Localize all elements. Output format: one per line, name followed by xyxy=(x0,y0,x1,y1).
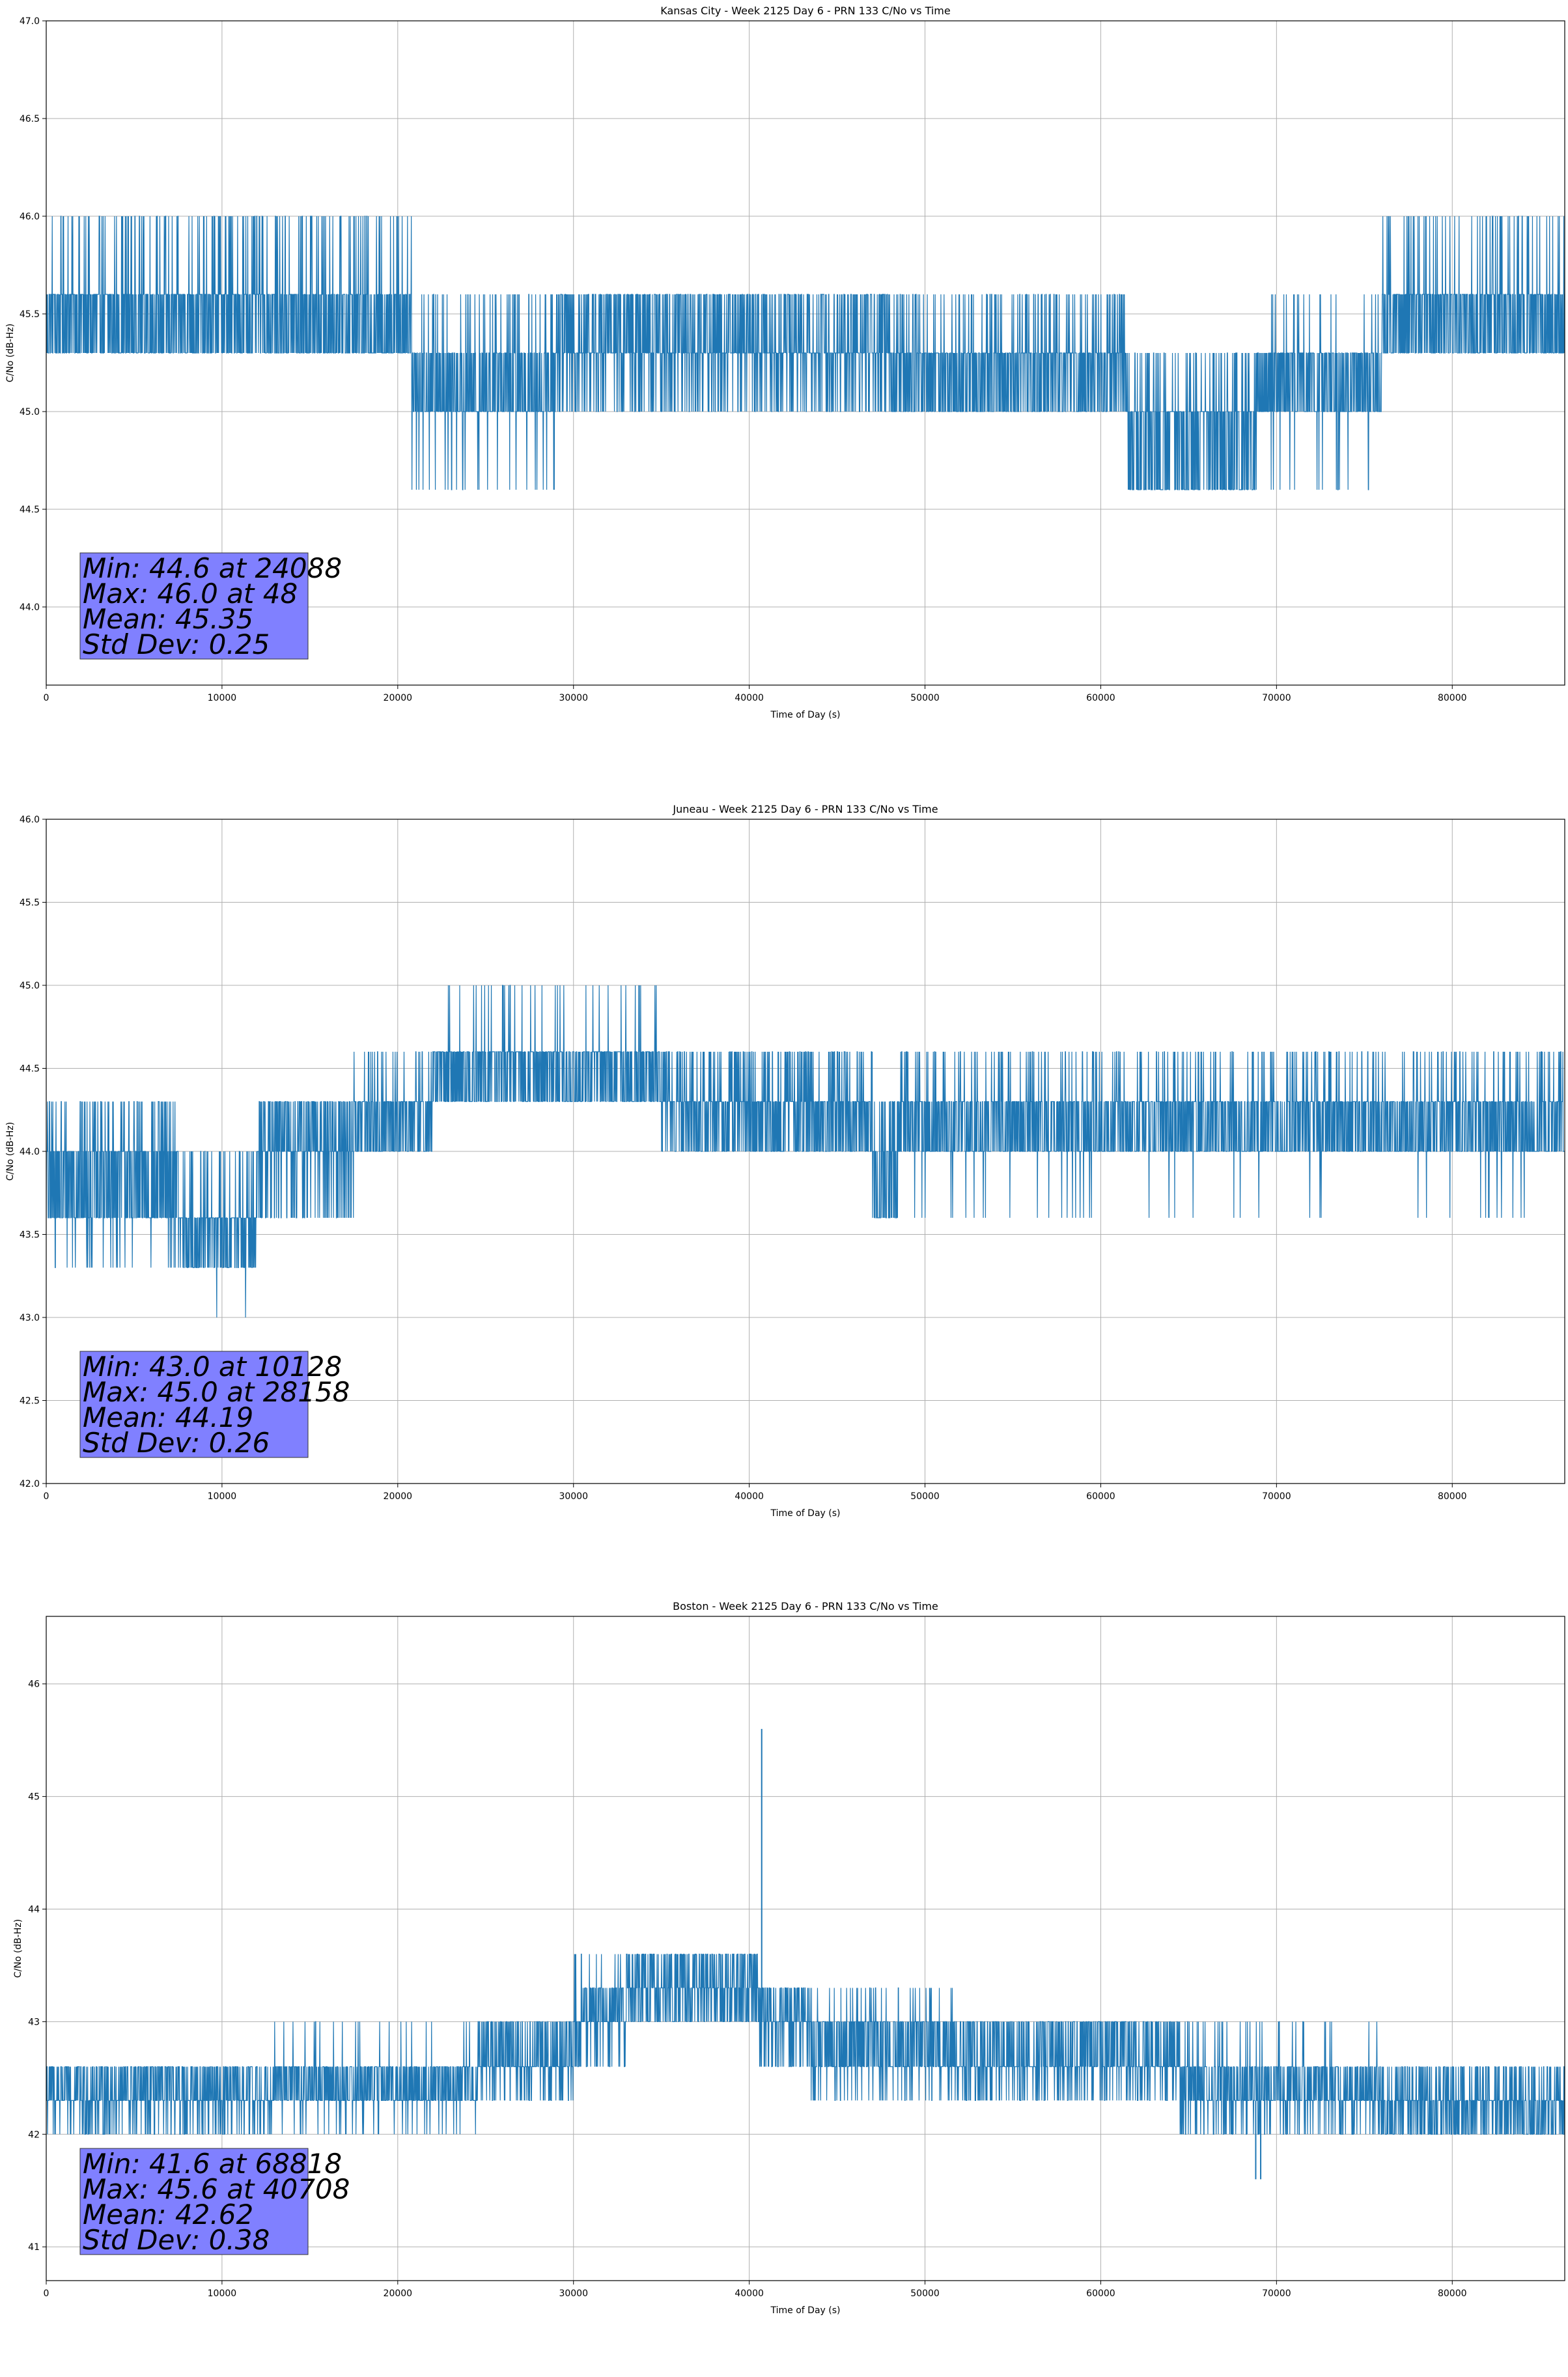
chart-title: Boston - Week 2125 Day 6 - PRN 133 C/No … xyxy=(673,1600,938,1612)
x-tick-label: 60000 xyxy=(1086,2288,1115,2299)
stats-box xyxy=(79,2148,309,2255)
x-axis-label: Time of Day (s) xyxy=(770,710,841,720)
x-tick-label: 50000 xyxy=(910,2288,940,2299)
axes-frame xyxy=(46,20,1565,686)
y-axis-label: C/No (dB-Hz) xyxy=(5,1122,16,1181)
y-tick-label: 45.5 xyxy=(20,898,40,908)
chart-panel-kansas-city: Kansas City - Week 2125 Day 6 - PRN 133 … xyxy=(0,0,1568,781)
x-tick-label: 60000 xyxy=(1086,693,1115,703)
stats-line: Std Dev: 0.25 xyxy=(83,628,270,660)
y-tick-label: 44.5 xyxy=(20,505,40,515)
y-tick-label: 45.5 xyxy=(20,309,40,320)
x-tick-label: 60000 xyxy=(1086,1491,1115,1502)
x-tick-label: 30000 xyxy=(559,1491,588,1502)
y-tick-label: 46.0 xyxy=(20,815,40,825)
stats-box xyxy=(79,552,309,660)
stats-line: Max: 46.0 at 48 xyxy=(83,578,298,610)
x-tick-label: 80000 xyxy=(1438,693,1467,703)
y-tick-label: 42 xyxy=(28,2130,40,2140)
x-tick-label: 70000 xyxy=(1262,693,1291,703)
y-axis-label: C/No (dB-Hz) xyxy=(13,1919,23,1978)
x-tick-label: 30000 xyxy=(559,2288,588,2299)
stats-line: Mean: 44.19 xyxy=(83,1401,253,1433)
x-tick-label: 70000 xyxy=(1262,2288,1291,2299)
x-tick-label: 30000 xyxy=(559,693,588,703)
series-line-cno xyxy=(46,216,1565,490)
y-tick-label: 43.0 xyxy=(20,1313,40,1323)
x-tick-label: 10000 xyxy=(208,1491,237,1502)
chart-title: Kansas City - Week 2125 Day 6 - PRN 133 … xyxy=(660,5,950,17)
y-tick-label: 42.0 xyxy=(20,1479,40,1489)
axes-frame xyxy=(46,1616,1565,2281)
stats-line: Min: 44.6 at 24088 xyxy=(83,552,342,584)
chart-svg-juneau: Juneau - Week 2125 Day 6 - PRN 133 C/No … xyxy=(5,803,1565,1519)
y-tick-label: 46.0 xyxy=(20,212,40,222)
stats-line: Min: 41.6 at 68818 xyxy=(83,2148,342,2180)
y-tick-label: 43 xyxy=(28,2017,40,2027)
x-tick-label: 0 xyxy=(44,1491,49,1502)
y-tick-label: 46 xyxy=(28,1680,40,1690)
y-tick-label: 41 xyxy=(28,2242,40,2253)
chart-title: Juneau - Week 2125 Day 6 - PRN 133 C/No … xyxy=(672,803,938,815)
x-tick-label: 20000 xyxy=(384,2288,413,2299)
stats-line: Mean: 45.35 xyxy=(83,603,253,635)
x-tick-label: 40000 xyxy=(735,693,764,703)
y-tick-label: 45.0 xyxy=(20,981,40,991)
chart-svg-boston: Boston - Week 2125 Day 6 - PRN 133 C/No … xyxy=(13,1600,1565,2316)
chart-svg-kansas-city: Kansas City - Week 2125 Day 6 - PRN 133 … xyxy=(5,5,1565,720)
x-tick-label: 10000 xyxy=(208,693,237,703)
y-tick-label: 47.0 xyxy=(20,16,40,27)
stats-line: Max: 45.6 at 40708 xyxy=(83,2173,350,2205)
x-tick-label: 20000 xyxy=(384,693,413,703)
stats-line: Max: 45.0 at 28158 xyxy=(83,1376,350,1408)
stats-box xyxy=(79,1351,309,1458)
y-tick-label: 46.5 xyxy=(20,114,40,124)
series-line-cno xyxy=(46,1954,1565,2135)
x-tick-label: 80000 xyxy=(1438,1491,1467,1502)
y-tick-label: 44.0 xyxy=(20,602,40,613)
y-tick-label: 44.5 xyxy=(20,1064,40,1075)
y-tick-label: 43.5 xyxy=(20,1230,40,1241)
chart-panel-juneau: Juneau - Week 2125 Day 6 - PRN 133 C/No … xyxy=(0,798,1568,1580)
y-tick-label: 44 xyxy=(28,1904,40,1915)
x-tick-label: 0 xyxy=(44,693,49,703)
chart-panel-boston: Boston - Week 2125 Day 6 - PRN 133 C/No … xyxy=(0,1596,1568,2377)
x-tick-label: 70000 xyxy=(1262,1491,1291,1502)
x-axis-label: Time of Day (s) xyxy=(770,1508,841,1519)
x-axis-label: Time of Day (s) xyxy=(770,2305,841,2316)
y-axis-label: C/No (dB-Hz) xyxy=(5,324,16,382)
figure: Kansas City - Week 2125 Day 6 - PRN 133 … xyxy=(0,0,1568,2316)
x-tick-label: 40000 xyxy=(735,2288,764,2299)
x-tick-label: 10000 xyxy=(208,2288,237,2299)
stats-line: Std Dev: 0.38 xyxy=(83,2224,270,2256)
y-tick-label: 42.5 xyxy=(20,1396,40,1407)
x-tick-label: 40000 xyxy=(735,1491,764,1502)
x-tick-label: 80000 xyxy=(1438,2288,1467,2299)
x-tick-label: 20000 xyxy=(384,1491,413,1502)
x-tick-label: 50000 xyxy=(910,693,940,703)
x-tick-label: 0 xyxy=(44,2288,49,2299)
x-tick-label: 50000 xyxy=(910,1491,940,1502)
axes-frame xyxy=(46,819,1565,1484)
y-tick-label: 44.0 xyxy=(20,1147,40,1157)
stats-line: Min: 43.0 at 10128 xyxy=(83,1351,342,1383)
stats-line: Mean: 42.62 xyxy=(83,2199,253,2230)
y-tick-label: 45.0 xyxy=(20,407,40,417)
series-line-cno xyxy=(46,985,1565,1318)
y-tick-label: 45 xyxy=(28,1792,40,1803)
stats-line: Std Dev: 0.26 xyxy=(83,1427,270,1459)
